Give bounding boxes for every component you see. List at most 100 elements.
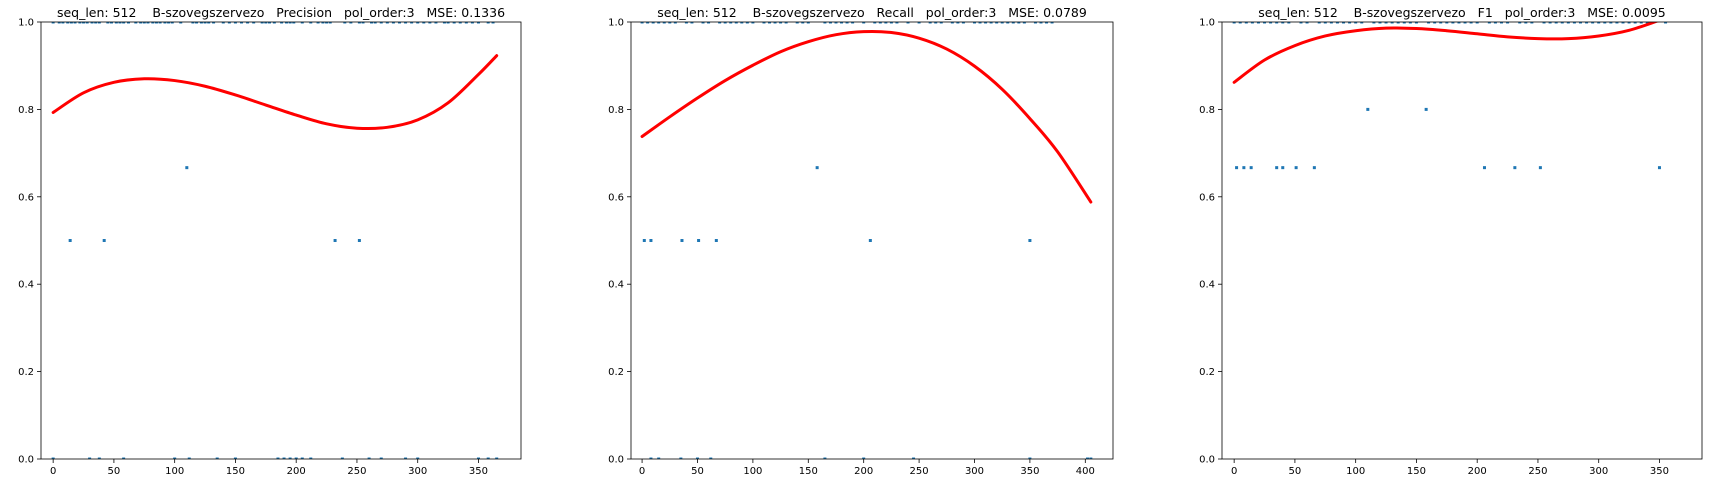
recall-data-point [745, 22, 749, 24]
precision-data-point [288, 22, 292, 24]
f1-data-point [1232, 22, 1236, 24]
recall-data-point [895, 22, 899, 24]
precision-data-point [69, 22, 73, 24]
recall-data-point [917, 22, 921, 24]
precision-data-point [203, 22, 207, 24]
f1-y-tick-label: 0.8 [1199, 105, 1215, 116]
f1-data-point [1329, 22, 1333, 24]
f1-x-tick-label: 350 [1650, 466, 1669, 477]
f1-data-point [1360, 22, 1364, 24]
precision-data-point [102, 239, 106, 242]
precision-data-point [170, 22, 174, 24]
f1-data-point [1633, 22, 1637, 24]
recall-data-point [718, 22, 722, 24]
recall-x-tick-label: 250 [910, 466, 929, 477]
f1-data-point [1287, 22, 1291, 24]
recall-data-point [801, 22, 805, 24]
precision-data-point [154, 22, 158, 24]
recall-data-point [1028, 457, 1032, 459]
precision-data-point [73, 22, 77, 24]
f1-data-point [1238, 22, 1242, 24]
f1-y-tick-label: 0.6 [1199, 192, 1215, 203]
panel-recall-points [640, 22, 1093, 459]
precision-data-point [397, 22, 401, 24]
f1-data-point [1639, 22, 1643, 24]
f1-data-point [1342, 22, 1346, 24]
f1-data-point [1323, 22, 1327, 24]
f1-data-point [1572, 22, 1576, 24]
recall-data-point [806, 22, 810, 24]
f1-data-point [1548, 22, 1552, 24]
precision-data-point [139, 22, 143, 24]
recall-data-point [851, 22, 855, 24]
precision-data-point [284, 22, 288, 24]
recall-data-point [779, 22, 783, 24]
recall-x-tick-label: 0 [639, 466, 645, 477]
recall-data-point [878, 22, 882, 24]
precision-data-point [246, 22, 250, 24]
precision-data-point [179, 22, 183, 24]
f1-data-point [1664, 22, 1668, 24]
recall-data-point [845, 22, 849, 24]
recall-data-point [840, 22, 844, 24]
precision-data-point [57, 22, 61, 24]
precision-data-point [434, 22, 438, 24]
recall-y-tick-label: 1.0 [608, 18, 624, 29]
recall-data-point [868, 239, 872, 242]
f1-data-point [1475, 22, 1479, 24]
precision-x-tick-label: 150 [226, 466, 245, 477]
precision-data-point [114, 22, 118, 24]
recall-data-point [642, 239, 646, 242]
precision-y-tick-label: 0.4 [18, 280, 34, 291]
precision-data-point [379, 457, 383, 459]
recall-fit-curve [640, 29, 1093, 204]
precision-data-point [328, 22, 332, 24]
precision-data-point [264, 22, 268, 24]
precision-x-tick-label: 100 [165, 466, 184, 477]
precision-data-point [385, 22, 389, 24]
precision-x-tick-label: 250 [347, 466, 366, 477]
f1-data-point [1457, 22, 1461, 24]
precision-data-point [267, 22, 271, 24]
precision-data-point [325, 22, 329, 24]
precision-data-point [476, 22, 480, 24]
f1-data-point [1469, 22, 1473, 24]
precision-data-point [85, 22, 89, 24]
recall-data-point [1045, 22, 1049, 24]
recall-data-point [714, 239, 718, 242]
recall-data-point [972, 22, 976, 24]
f1-x-tick-label: 50 [1289, 466, 1302, 477]
f1-data-point [1542, 22, 1546, 24]
f1-data-point [1482, 166, 1486, 170]
recall-data-point [989, 22, 993, 24]
precision-data-point [464, 22, 468, 24]
precision-data-point [422, 22, 426, 24]
recall-data-point [740, 22, 744, 24]
precision-data-point [260, 22, 264, 24]
recall-data-point [668, 22, 672, 24]
precision-data-point [470, 22, 474, 24]
f1-data-point [1242, 166, 1246, 170]
f1-data-point [1250, 22, 1254, 24]
precision-data-point [300, 22, 304, 24]
precision-data-point [97, 22, 101, 24]
precision-x-tick-label: 0 [50, 466, 56, 477]
precision-data-point [118, 22, 122, 24]
precision-x-tick-label: 350 [469, 466, 488, 477]
precision-data-point [294, 457, 298, 459]
precision-data-point [361, 22, 365, 24]
recall-data-point [1028, 239, 1032, 242]
f1-data-point [1414, 22, 1418, 24]
f1-data-point [1249, 166, 1253, 170]
f1-data-point [1524, 22, 1528, 24]
f1-data-point [1609, 22, 1613, 24]
f1-data-point [1621, 22, 1625, 24]
recall-data-point [934, 22, 938, 24]
precision-data-point [357, 22, 361, 24]
f1-data-point [1627, 22, 1631, 24]
f1-data-point [1366, 107, 1370, 111]
recall-data-point [679, 457, 683, 459]
recall-data-point [690, 22, 694, 24]
panel-recall-fit [640, 29, 1093, 204]
